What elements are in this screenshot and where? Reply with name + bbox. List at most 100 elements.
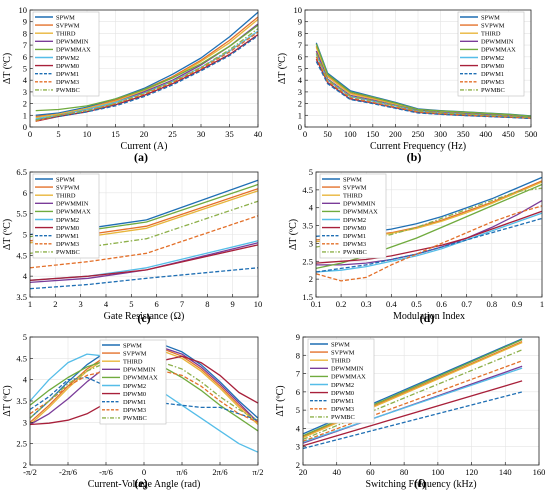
y-tick-label: 5 — [23, 332, 27, 342]
series-line-dpwm1 — [29, 267, 259, 290]
x-tick-label: 9 — [231, 299, 235, 309]
panel-e: -π/2 -2π/6 -π/6 0 π/6 2π/6 π/2 2 2.5 3 3.5 4 4.5 5 Cur… — [2, 332, 263, 490]
legend-label-dpwm1: DPWM1 — [331, 398, 354, 405]
y-tick-label: 8 — [296, 350, 300, 360]
y-tick-label: 7 — [298, 40, 302, 50]
legend-label-dpwmmax: DPWMMAX — [56, 47, 91, 54]
legend-label-dpwm0: DPWM0 — [343, 225, 366, 232]
axes-frame — [315, 171, 543, 298]
x-tick-label: 80 — [400, 467, 409, 477]
legend-label-dpwm1: DPWM1 — [481, 71, 504, 78]
x-axis-label: Modulation Index — [393, 311, 465, 322]
y-tick-label: 9 — [23, 17, 27, 27]
x-tick-label: 0 — [28, 129, 32, 139]
y-tick-label: 7 — [23, 40, 27, 50]
y-tick-label: 4 — [23, 375, 28, 385]
x-tick-label: -π/2 — [23, 467, 37, 477]
y-tick-label: 3.5 — [16, 396, 27, 406]
y-axis-label: ΔT (ºC) — [2, 53, 13, 84]
panel-label: (c) — [137, 311, 150, 325]
y-tick-label: 4 — [23, 271, 28, 281]
x-tick-label: 0.1 — [311, 299, 322, 309]
y-axis-label: ΔT (ºC) — [277, 53, 288, 84]
legend-label-dpwm2: DPWM2 — [331, 382, 354, 389]
legend-label-spwm: SPWM — [343, 176, 362, 183]
legend-label-dpwmmin: DPWMMIN — [343, 201, 376, 208]
legend-label-svpwm: SVPWM — [481, 22, 505, 29]
legend: SPWMSVPWMTHIRDDPWMMINDPWMMAXDPWM2DPWM0DP… — [457, 11, 525, 97]
series-line-dpwm1 — [302, 391, 523, 450]
x-tick-label: 5 — [56, 129, 60, 139]
legend-label-dpwmmax: DPWMMAX — [481, 47, 516, 54]
panel-b: 0 50 100 150 200 250 300 350 400 450 5000123456789… — [277, 5, 537, 164]
legend-label-dpwm0: DPWM0 — [331, 390, 354, 397]
series-line-pwmbc — [35, 28, 259, 121]
legend-label-dpwm1: DPWM1 — [123, 399, 146, 406]
panel-label: (d) — [420, 311, 435, 325]
x-tick-label: 150 — [366, 129, 379, 139]
x-tick-label: 1 — [28, 299, 32, 309]
x-tick-label: 0.8 — [486, 299, 497, 309]
legend-label-third: THIRD — [481, 31, 501, 38]
legend-label-dpwm0: DPWM0 — [123, 391, 146, 398]
x-tick-label: 0.6 — [436, 299, 447, 309]
y-tick-label: 10 — [19, 5, 28, 15]
x-axis-label: Current-Voltage Angle (rad) — [88, 479, 201, 490]
legend-label-svpwm: SVPWM — [56, 184, 80, 191]
legend-label-dpwm2: DPWM2 — [481, 55, 504, 62]
legend-label-spwm: SPWM — [481, 14, 500, 21]
x-tick-label: 0 — [303, 129, 307, 139]
x-tick-label: 400 — [479, 129, 492, 139]
y-tick-label: 9 — [298, 17, 302, 27]
series-line-dpwmmax — [315, 43, 532, 117]
y-tick-label: 4 — [298, 75, 303, 85]
panel-c: 1 2 3 4 5 6 7 8 9 10 3.5 4 4.5 5 5.5 6 6.5 Gate Resistanc… — [2, 167, 262, 325]
y-tick-label: 6 — [296, 387, 300, 397]
panel-label: (e) — [134, 476, 147, 490]
series-line-spwm — [35, 11, 259, 116]
x-tick-label: 0.4 — [386, 299, 397, 309]
legend-label-dpwm3: DPWM3 — [343, 241, 366, 248]
legend-label-pwmbc: PWMBC — [123, 415, 147, 422]
y-tick-label: 8 — [23, 28, 27, 38]
panel-d: 0.1 0.2 0.3 0.4 0.5 0.6 0.7 0.8 0.9 1 1.5 2 2.5 3 3.5 4… — [288, 167, 544, 325]
series-line-dpwm0 — [315, 210, 543, 264]
series-line-dpwm3 — [302, 360, 523, 442]
series-line-dpwm2 — [315, 212, 543, 273]
legend-label-dpwmmax: DPWMMAX — [331, 374, 366, 381]
series-line-dpwmmax — [315, 183, 543, 270]
y-tick-label: 1 — [298, 110, 302, 120]
x-tick-label: 100 — [344, 129, 357, 139]
x-axis-label: Switching Frequency (kHz) — [365, 479, 476, 490]
legend-label-third: THIRD — [56, 31, 76, 38]
x-tick-label: 450 — [502, 129, 515, 139]
legend-label-svpwm: SVPWM — [343, 184, 367, 191]
x-tick-label: 5 — [129, 299, 133, 309]
legend-label-dpwmmax: DPWMMAX — [343, 209, 378, 216]
y-axis-label: ΔT (ºC) — [2, 385, 13, 416]
y-tick-label: 2.5 — [16, 439, 27, 449]
y-tick-label: 2 — [23, 99, 27, 109]
panel-f: 20 40 60 80 100 120 140 160 2 3 4 5 6 7 8 9 Switching Fr… — [275, 332, 545, 490]
y-tick-label: 6 — [298, 52, 302, 62]
x-tick-label: 100 — [431, 467, 444, 477]
x-tick-label: 500 — [525, 129, 538, 139]
legend-label-svpwm: SVPWM — [331, 349, 355, 356]
y-tick-label: 2 — [309, 274, 313, 284]
x-tick-label: 160 — [533, 467, 546, 477]
legend: SPWMSVPWMTHIRDDPWMMINDPWMMAXDPWM2DPWM0DP… — [319, 173, 387, 259]
x-tick-label: 0.2 — [336, 299, 347, 309]
x-tick-label: 140 — [499, 467, 512, 477]
legend-label-svpwm: SVPWM — [123, 350, 147, 357]
legend-label-dpwm3: DPWM3 — [123, 407, 146, 414]
legend-label-dpwmmax: DPWMMAX — [56, 209, 91, 216]
x-tick-label: 0.7 — [461, 299, 472, 309]
y-tick-label: 3.5 — [16, 292, 27, 302]
legend-label-pwmbc: PWMBC — [331, 414, 355, 421]
y-tick-label: 0 — [298, 122, 302, 132]
y-tick-label: 3 — [309, 238, 313, 248]
x-tick-label: 2 — [53, 299, 57, 309]
legend-box — [457, 11, 525, 97]
y-tick-label: 2 — [23, 460, 27, 470]
